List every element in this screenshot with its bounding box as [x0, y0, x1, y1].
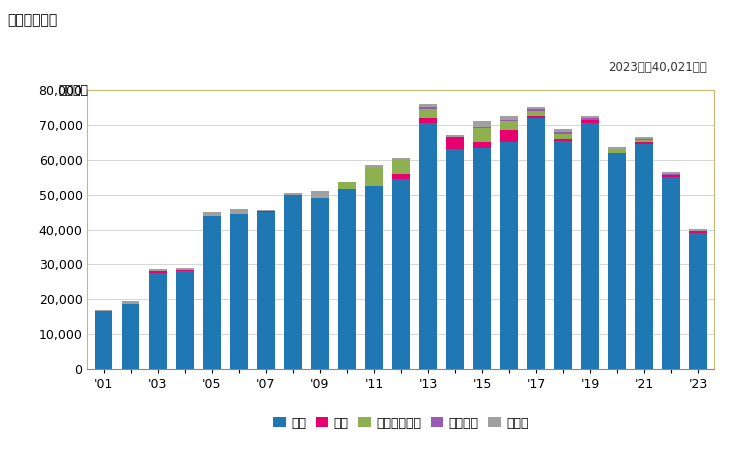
Bar	[149, 270, 166, 273]
Bar	[176, 271, 193, 369]
Bar	[636, 137, 653, 139]
Bar	[203, 216, 221, 369]
Bar	[392, 158, 410, 160]
Bar	[527, 116, 545, 118]
Bar	[690, 230, 707, 231]
Bar	[392, 179, 410, 369]
Bar	[284, 195, 302, 369]
Bar	[230, 214, 248, 369]
Bar	[554, 139, 572, 140]
Text: 単位トン: 単位トン	[58, 84, 88, 96]
Bar	[392, 174, 410, 179]
Bar	[419, 123, 437, 369]
Bar	[609, 153, 626, 369]
Bar	[311, 198, 329, 369]
Bar	[581, 120, 599, 123]
Bar	[663, 172, 680, 174]
Bar	[446, 149, 464, 369]
Bar	[257, 210, 275, 212]
Bar	[636, 142, 653, 144]
Bar	[419, 108, 437, 109]
Bar	[690, 233, 707, 369]
Bar	[257, 212, 275, 369]
Bar	[581, 118, 599, 120]
Bar	[554, 129, 572, 132]
Bar	[392, 160, 410, 174]
Bar	[284, 193, 302, 195]
Bar	[527, 118, 545, 369]
Bar	[419, 104, 437, 108]
Bar	[636, 140, 653, 142]
Bar	[230, 209, 248, 214]
Bar	[473, 126, 491, 128]
Bar	[473, 128, 491, 142]
Text: 輸入量の推移: 輸入量の推移	[7, 14, 58, 27]
Bar	[419, 109, 437, 118]
Bar	[419, 118, 437, 123]
Bar	[663, 177, 680, 369]
Bar	[95, 311, 112, 369]
Bar	[176, 270, 193, 271]
Bar	[690, 231, 707, 233]
Bar	[581, 123, 599, 369]
Bar	[500, 122, 518, 130]
Bar	[311, 191, 329, 198]
Bar	[365, 186, 383, 369]
Bar	[609, 149, 626, 153]
Bar	[527, 111, 545, 116]
Bar	[500, 116, 518, 120]
Bar	[473, 148, 491, 369]
Bar	[122, 305, 139, 369]
Bar	[149, 269, 166, 270]
Bar	[338, 189, 356, 369]
Bar	[663, 174, 680, 175]
Bar	[95, 310, 112, 311]
Bar	[365, 165, 383, 168]
Bar	[609, 147, 626, 149]
Text: 2023年：40,021トン: 2023年：40,021トン	[609, 61, 707, 74]
Bar	[636, 144, 653, 369]
Bar	[500, 142, 518, 369]
Bar	[446, 137, 464, 149]
Bar	[554, 132, 572, 134]
Bar	[176, 268, 193, 270]
Bar	[473, 122, 491, 126]
Bar	[122, 301, 139, 304]
Bar	[636, 139, 653, 140]
Bar	[500, 130, 518, 142]
Bar	[149, 273, 166, 369]
Bar	[527, 109, 545, 111]
Legend: 米国, 中国, フィンランド, イタリア, その他: 米国, 中国, フィンランド, イタリア, その他	[268, 411, 534, 435]
Bar	[203, 212, 221, 216]
Bar	[338, 182, 356, 189]
Bar	[581, 116, 599, 118]
Bar	[554, 140, 572, 369]
Bar	[527, 108, 545, 109]
Bar	[446, 135, 464, 137]
Bar	[473, 142, 491, 148]
Bar	[365, 168, 383, 186]
Bar	[500, 120, 518, 122]
Bar	[663, 175, 680, 177]
Bar	[554, 134, 572, 139]
